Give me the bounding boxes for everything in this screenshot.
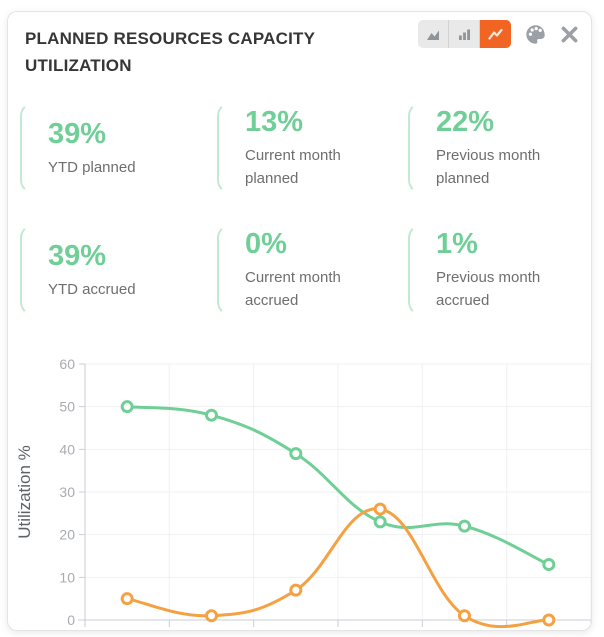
stat-card: 22% Previous month planned (408, 102, 579, 194)
stat-value: 22% (436, 106, 495, 138)
stat-card: 39% YTD accrued (20, 224, 217, 316)
svg-text:60: 60 (59, 356, 75, 372)
svg-text:Utilization %: Utilization % (15, 445, 34, 539)
palette-icon (526, 24, 545, 44)
stat-value: 39% (48, 117, 107, 150)
line-chart-button[interactable] (480, 20, 511, 48)
stat-card: 13% Current month planned (217, 102, 408, 194)
stat-card: 39% YTD planned (20, 102, 217, 194)
stat-card: 1% Previous month accrued (408, 224, 579, 316)
stat-label: Current month planned (245, 147, 341, 187)
close-icon (561, 26, 578, 42)
stat-label: Previous month planned (436, 147, 541, 187)
widget-panel: PLANNED RESOURCES CAPACITY UTILIZATION (7, 11, 592, 631)
header-controls (418, 20, 579, 48)
palette-button[interactable] (524, 23, 547, 46)
area-chart-icon (426, 30, 439, 40)
svg-text:40: 40 (59, 441, 75, 457)
stats-grid: 39% YTD planned 13% Current month planne… (20, 102, 579, 316)
area-chart-button[interactable] (418, 20, 449, 48)
stat-label: YTD accrued (48, 280, 136, 298)
stat-card: 0% Current month accrued (217, 224, 408, 316)
chart-type-toggle (418, 20, 511, 48)
stat-label: Previous month accrued (436, 269, 541, 309)
utilization-line-chart: 0 10 20 30 40 50 60 Utilization % (15, 356, 591, 629)
stat-label: YTD planned (48, 158, 136, 176)
svg-text:10: 10 (59, 569, 75, 585)
bar-chart-button[interactable] (449, 20, 480, 48)
stat-value: 0% (245, 228, 287, 260)
svg-text:0: 0 (67, 612, 75, 628)
stat-value: 1% (436, 228, 478, 260)
page-title: PLANNED RESOURCES CAPACITY UTILIZATION (25, 29, 315, 75)
svg-text:20: 20 (59, 527, 75, 543)
bar-chart-icon (458, 29, 470, 40)
stat-label: Current month accrued (245, 269, 341, 309)
svg-text:50: 50 (59, 399, 75, 415)
stat-value: 39% (48, 239, 107, 272)
line-chart-icon (488, 28, 503, 40)
svg-text:30: 30 (59, 484, 75, 500)
stat-value: 13% (245, 106, 304, 138)
close-button[interactable] (560, 25, 579, 44)
